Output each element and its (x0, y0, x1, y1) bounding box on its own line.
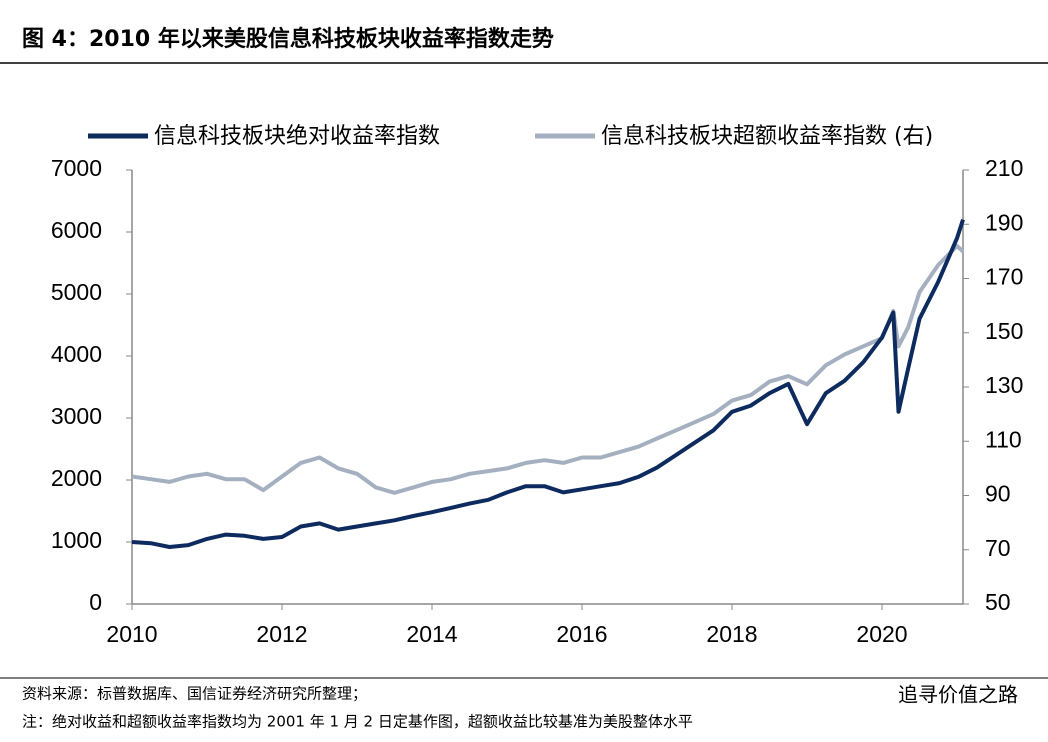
y2-tick-label: 70 (985, 535, 1011, 561)
y-tick-label: 1000 (51, 527, 102, 553)
legend-label: 信息科技板块绝对收益率指数 (154, 124, 440, 149)
note: 注：绝对收益和超额收益率指数均为 2001 年 1 月 2 日定基作图，超额收益… (22, 713, 693, 731)
series-line (131, 244, 965, 495)
x-tick-label: 2018 (706, 621, 757, 647)
series-line (131, 218, 965, 549)
x-tick-label: 2020 (856, 621, 907, 647)
y-tick-label: 5000 (51, 279, 102, 305)
y2-tick-label: 190 (985, 209, 1023, 235)
x-tick-label: 2012 (256, 621, 307, 647)
watermark: 追寻价值之路 (898, 683, 1018, 707)
x-tick-label: 2014 (406, 621, 457, 647)
y2-tick-label: 130 (985, 372, 1023, 398)
y-tick-label: 0 (89, 589, 102, 615)
y2-tick-label: 50 (985, 589, 1011, 615)
y-tick-label: 7000 (51, 155, 102, 181)
y2-tick-label: 90 (985, 481, 1011, 507)
y-tick-label: 3000 (51, 403, 102, 429)
legend-label: 信息科技板块超额收益率指数 (右) (601, 124, 933, 149)
y-tick-label: 6000 (51, 217, 102, 243)
y2-tick-label: 210 (985, 155, 1023, 181)
source: 资料来源：标普数据库、国信证券经济研究所整理； (22, 685, 367, 703)
x-tick-label: 2010 (106, 621, 157, 647)
chart-title: 图 4：2010 年以来美股信息科技板块收益率指数走势 (22, 26, 554, 52)
y-tick-label: 4000 (51, 341, 102, 367)
y2-tick-label: 150 (985, 318, 1023, 344)
y-tick-label: 2000 (51, 465, 102, 491)
x-tick-label: 2016 (556, 621, 607, 647)
y2-tick-label: 170 (985, 264, 1023, 290)
y2-tick-label: 110 (985, 426, 1022, 452)
